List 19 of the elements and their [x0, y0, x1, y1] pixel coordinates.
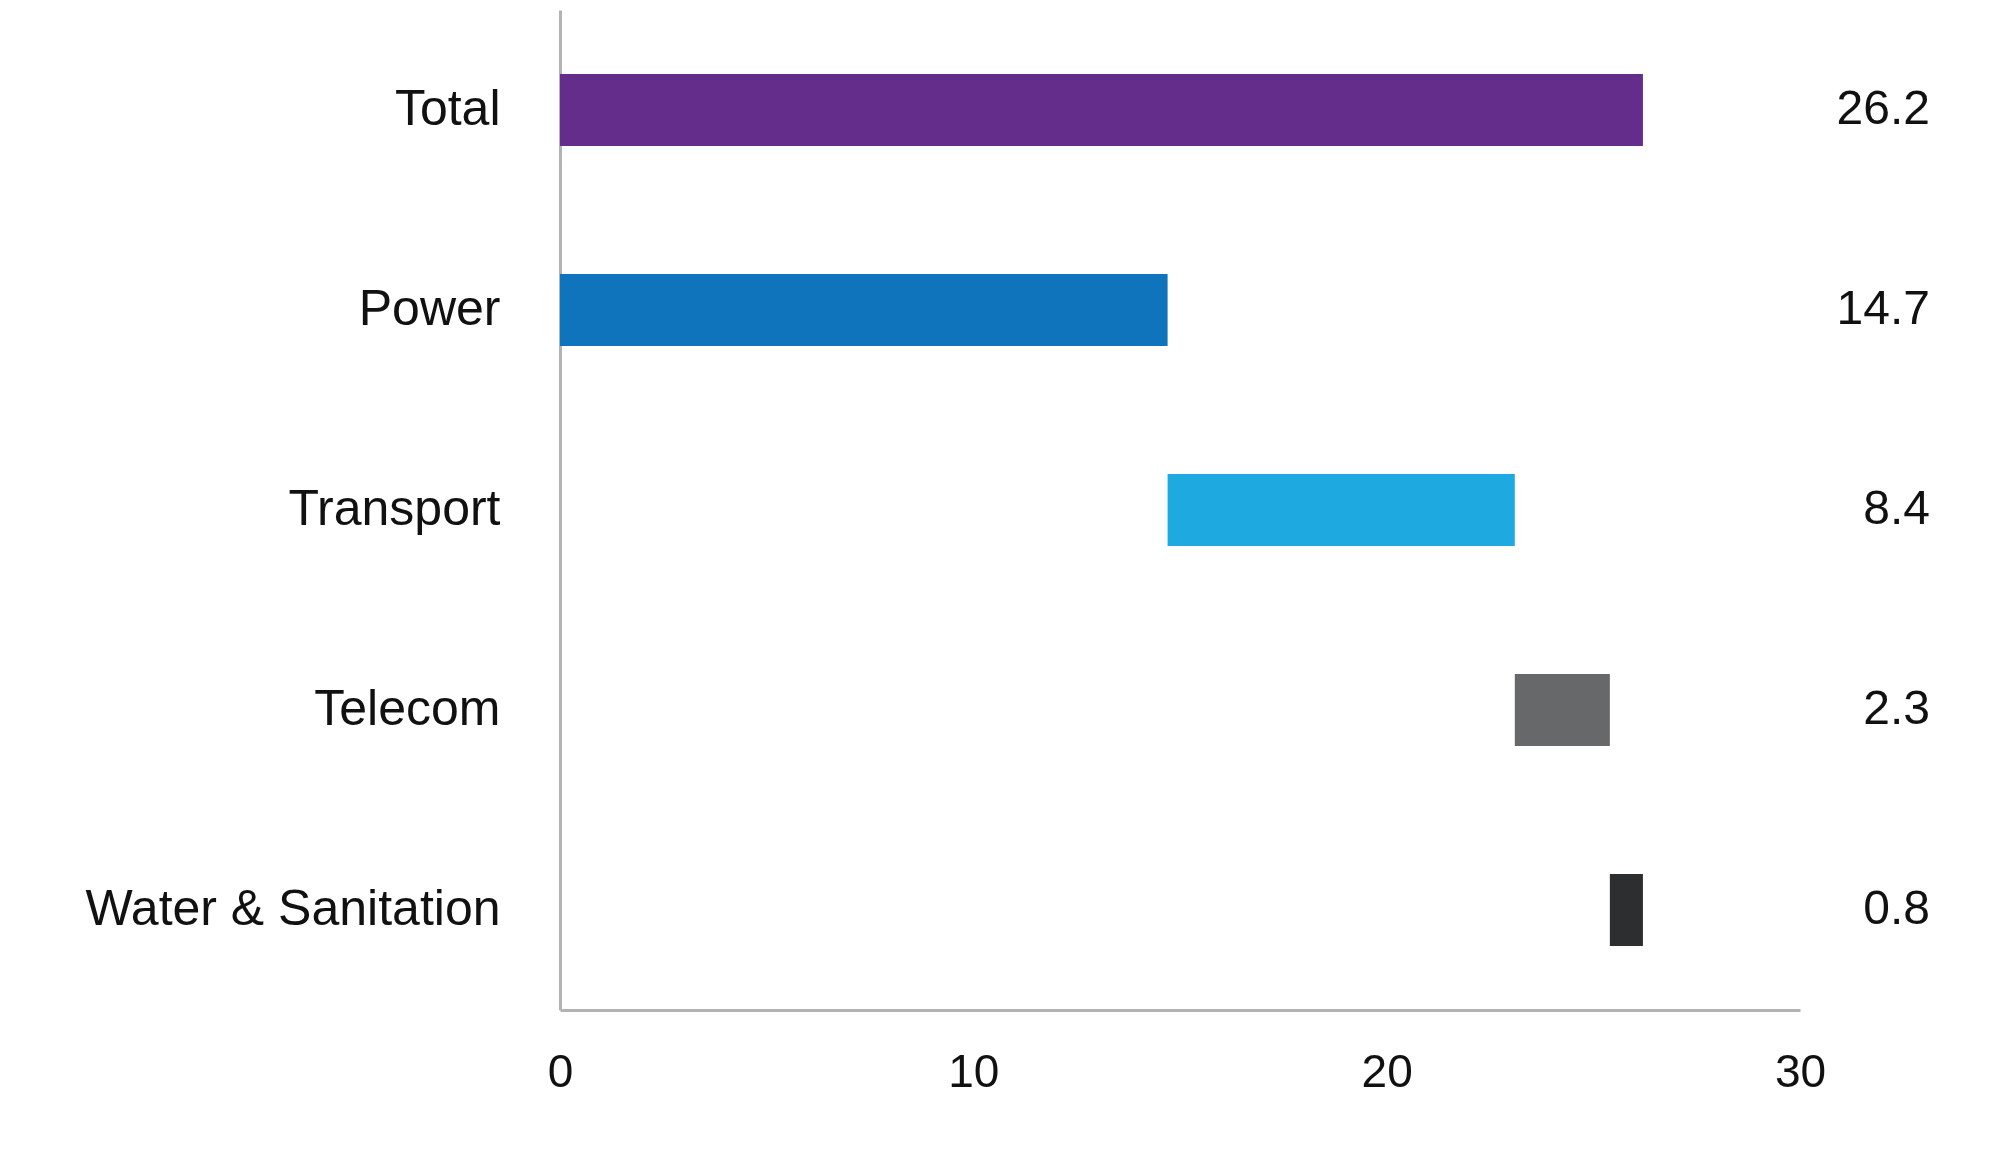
y-tick-label: Transport — [288, 480, 501, 536]
bar — [1609, 874, 1643, 946]
x-tick-label: 20 — [1361, 1044, 1413, 1097]
data-label: 8.4 — [1863, 481, 1930, 534]
x-tick-label: 0 — [547, 1044, 574, 1097]
bar — [560, 74, 1643, 146]
y-tick-label: Power — [358, 280, 501, 336]
y-tick-label: Total — [394, 80, 501, 136]
data-label: 26.2 — [1836, 81, 1930, 134]
x-tick-label: 30 — [1774, 1044, 1827, 1097]
data-label: 14.7 — [1836, 281, 1930, 334]
data-label: 0.8 — [1863, 881, 1930, 934]
y-tick-label: Water & Sanitation — [85, 880, 501, 936]
bar — [1167, 474, 1515, 546]
y-tick-label: Telecom — [314, 680, 501, 736]
x-tick-label: 10 — [948, 1044, 1000, 1097]
data-label: 2.3 — [1863, 681, 1930, 734]
bar — [560, 274, 1168, 346]
bar — [1514, 674, 1610, 746]
